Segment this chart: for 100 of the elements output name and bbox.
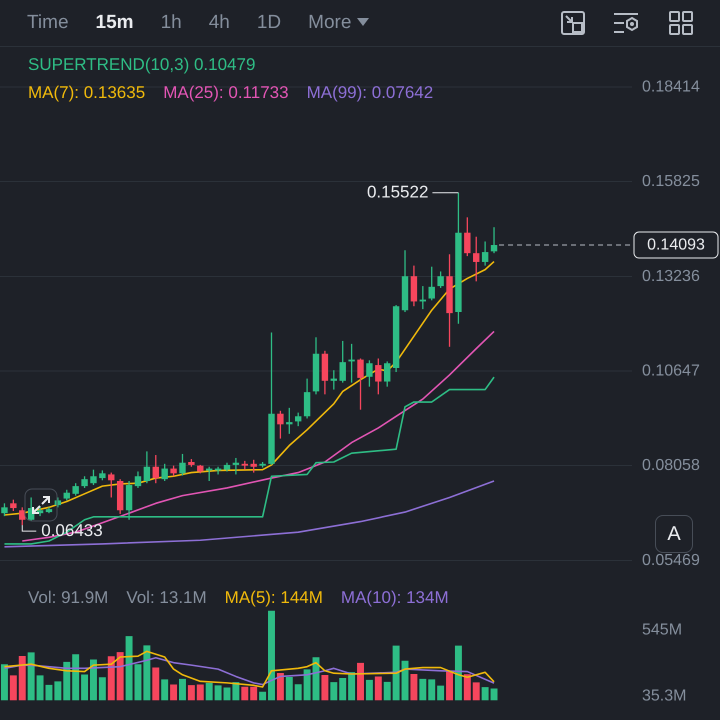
bar	[179, 678, 186, 700]
y-tick-label: 0.18414	[642, 78, 700, 96]
candlestick	[464, 216, 471, 257]
bar	[161, 679, 168, 700]
y-tick-label: 0.10647	[642, 362, 700, 380]
candlestick	[348, 343, 355, 384]
bar	[188, 685, 195, 700]
bar	[366, 680, 373, 700]
bar	[116, 652, 124, 700]
candlestick	[340, 340, 346, 384]
bar	[170, 684, 178, 700]
bar	[90, 659, 97, 700]
text: MA(7): 0.13635	[28, 83, 146, 102]
candlestick	[161, 463, 168, 482]
candlestick	[152, 454, 159, 484]
bar	[98, 677, 106, 700]
candlestick	[72, 482, 79, 496]
bar	[126, 636, 133, 700]
candlestick	[179, 453, 186, 476]
bar	[259, 692, 266, 700]
candlestick	[99, 470, 106, 481]
bar	[214, 685, 222, 700]
bar	[152, 668, 160, 700]
candlestick	[134, 470, 142, 489]
text: MA(99): 0.07642	[306, 83, 434, 102]
bar	[304, 669, 311, 700]
bar	[464, 674, 471, 700]
bar	[357, 662, 364, 700]
bar	[276, 672, 284, 700]
text: 1h	[160, 12, 182, 34]
text: 1D	[256, 12, 282, 34]
bar	[224, 688, 230, 700]
bar	[196, 684, 204, 700]
y-tick-label: 545M	[642, 622, 682, 639]
bar	[374, 676, 382, 700]
candlestick	[81, 476, 88, 489]
y-tick-label: 0.13236	[642, 268, 700, 285]
text: MA(25): 0.11733	[163, 83, 289, 102]
candlestick	[286, 407, 292, 434]
bar	[410, 674, 418, 700]
bar	[454, 646, 462, 700]
candlestick	[330, 370, 338, 390]
bar	[268, 610, 275, 700]
candlestick	[206, 466, 212, 482]
text: MA(5): 144M	[224, 588, 323, 607]
candlestick	[277, 410, 284, 440]
bar	[312, 657, 320, 700]
candlestick	[170, 464, 177, 477]
bar	[482, 687, 489, 700]
bar	[81, 674, 88, 700]
candlestick	[357, 358, 364, 410]
bar	[402, 660, 408, 700]
annotation: Vol: 91.9M	[28, 588, 108, 607]
bar	[134, 664, 142, 700]
candlestick	[144, 450, 150, 484]
y-tick-label: 0.08058	[642, 457, 700, 474]
candlestick	[232, 457, 240, 476]
bar	[446, 670, 453, 700]
bar	[45, 684, 52, 700]
candlestick	[375, 358, 382, 395]
candlestick	[482, 240, 488, 266]
text: SUPERTREND(10,3) 0.10479	[28, 55, 256, 74]
candlestick	[366, 360, 373, 388]
annotation: 0.15522	[366, 182, 428, 202]
bar	[384, 682, 391, 700]
bar	[472, 682, 480, 700]
bar	[232, 682, 240, 700]
candlestick	[294, 412, 302, 427]
y-tick-label: 35.3M	[642, 687, 686, 704]
y-tick-label: 0.05469	[642, 552, 700, 569]
bar	[0, 664, 8, 700]
text: Time	[27, 12, 69, 34]
candlestick	[19, 506, 26, 526]
candlestick	[428, 266, 435, 301]
candlestick	[64, 489, 70, 502]
bar	[437, 686, 444, 700]
bar	[206, 682, 213, 700]
candlestick	[384, 360, 390, 388]
candlestick	[473, 236, 480, 282]
y-tick-label: 0.15825	[642, 173, 700, 190]
text: MA(10): 134M	[340, 588, 449, 607]
bar	[36, 675, 44, 700]
bar	[54, 681, 62, 700]
text: More	[308, 12, 352, 34]
text: 4h	[208, 12, 230, 34]
bar	[10, 675, 17, 700]
text: 15m	[96, 12, 134, 34]
bar	[348, 672, 356, 700]
bar	[392, 646, 400, 700]
bar	[490, 688, 498, 700]
candlestick	[1, 502, 8, 517]
candlestick	[108, 472, 114, 498]
bar	[72, 654, 80, 700]
candlestick	[437, 270, 444, 289]
candlestick	[490, 226, 498, 254]
text: 0.14093	[647, 236, 706, 254]
candlestick	[10, 499, 17, 512]
annotation: Vol: 13.1M	[126, 588, 207, 607]
bar	[28, 652, 35, 700]
candlestick	[420, 285, 426, 310]
